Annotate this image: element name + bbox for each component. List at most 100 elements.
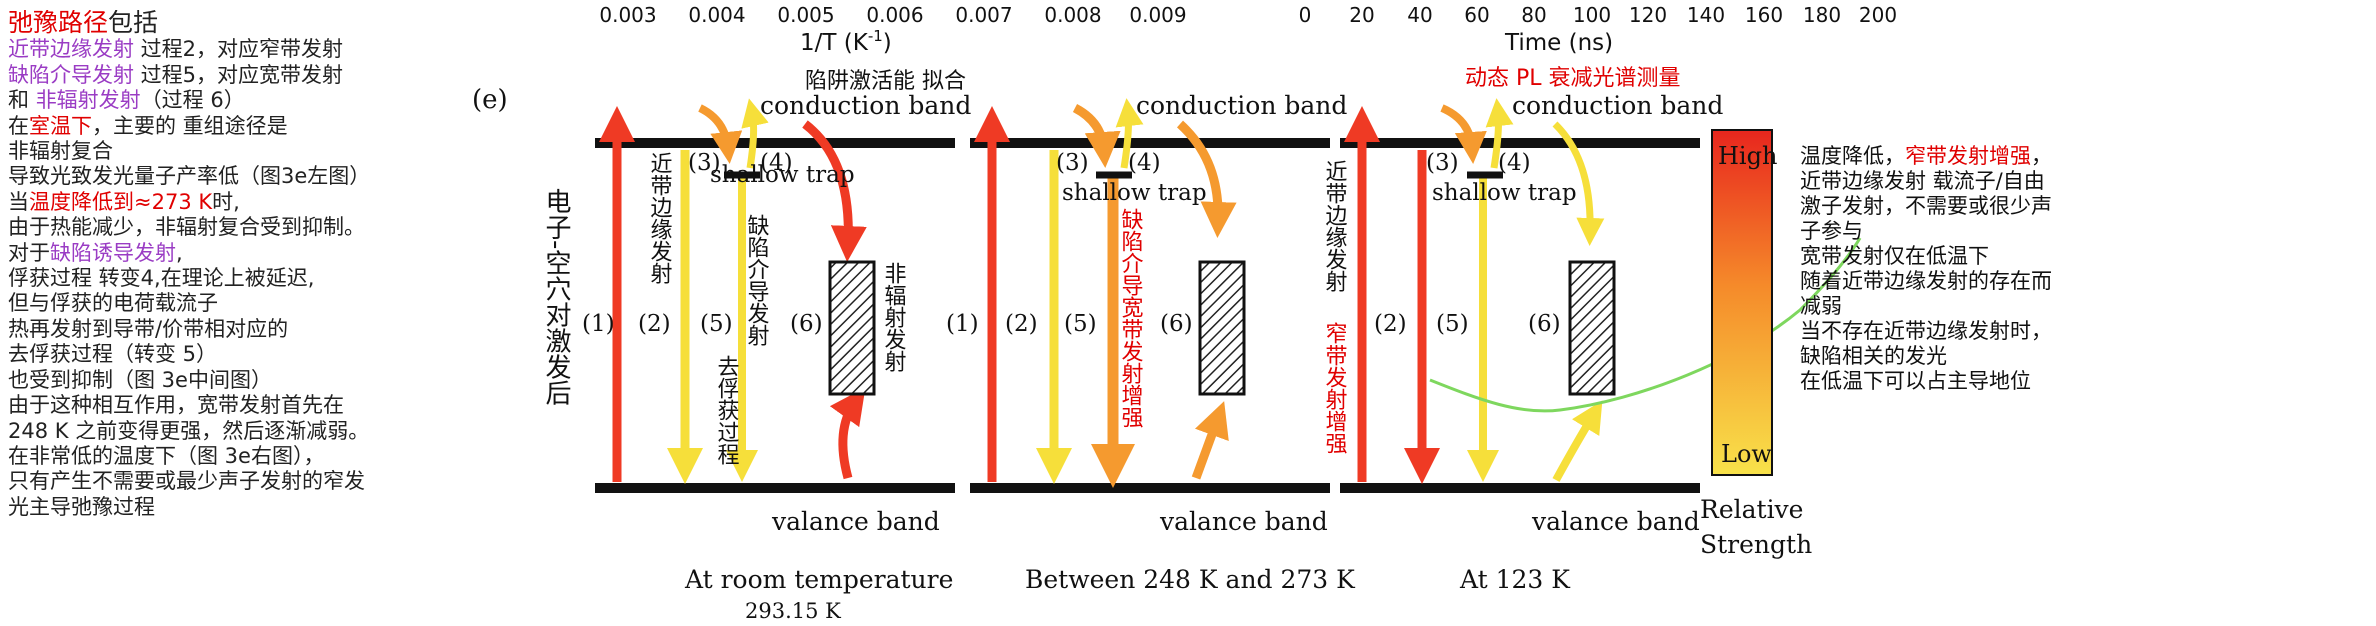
nonradiative-box	[1568, 260, 1616, 396]
panel-room-temperature: conduction band valance band At room tem…	[541, 69, 971, 623]
nonradiative-arrow-down	[802, 120, 867, 262]
panel-248-273K: conduction band valance band Between 248…	[946, 91, 1356, 594]
tick-label: 0.009	[1129, 3, 1186, 27]
tick-label: 140	[1687, 3, 1725, 27]
note-line: 由于热能减少，非辐射复合受到抑制。	[8, 215, 365, 240]
note-line: 去俘获过程（转变 5）	[8, 342, 218, 367]
note-line: 缺陷相关的发光	[1800, 344, 1947, 368]
nonradiative-box	[1198, 260, 1246, 396]
process-number-6: (6)	[790, 311, 823, 337]
nonradiative-arrow-up	[1552, 400, 1603, 482]
note-line: 只有产生不需要或最少声子发射的窄发	[8, 469, 365, 494]
valance-band-label: valance band	[771, 507, 940, 536]
note-line: 在室温下，主要的 重组途径是	[8, 113, 288, 138]
broadband-enhance-vertical-label: 缺陷介导宽带发射增强	[1118, 208, 1144, 428]
tick-label: 40	[1407, 3, 1432, 27]
explanation-notes: 弛豫路径包括 近带边缘发射 过程2，对应窄带发射 缺陷介导发射 过程5，对应宽带…	[8, 10, 478, 520]
tick-label: 0.006	[866, 3, 923, 27]
process-number-3: (3)	[1426, 150, 1459, 176]
note-line: 弛豫路径包括	[8, 10, 159, 37]
process-number-5: (5)	[1436, 311, 1469, 337]
panel-caption-temperature: 293.15 K	[745, 599, 841, 623]
panel-123K: conduction band valance band At 123 K 动态…	[1322, 66, 1724, 594]
note-line: 减弱	[1800, 294, 1842, 318]
tick-label: 60	[1464, 3, 1489, 27]
legend-title-line1: Relative	[1700, 495, 1803, 524]
legend-high-label: High	[1718, 142, 1777, 170]
nonradiative-arrow-up	[829, 387, 866, 480]
defect-emission-vertical-label: 缺陷介导发射	[744, 214, 770, 346]
trapping-arrow	[1440, 104, 1487, 164]
process-number-4: (4)	[760, 150, 793, 176]
detrapping-vertical-label: 去俘获过程	[714, 355, 740, 465]
note-line: 温度降低，窄带发射增强，	[1800, 144, 2052, 168]
note-line: 和 非辐射发射（过程 6）	[8, 88, 245, 113]
trapping-arrow	[698, 104, 743, 164]
note-line: 近带边缘发射 过程2，对应窄带发射	[8, 37, 344, 62]
tick-label: 80	[1521, 3, 1546, 27]
legend-title-line2: Strength	[1700, 530, 1812, 559]
note-line: 俘获过程 转变4,在理论上被延迟,	[8, 266, 315, 291]
panel-caption: At 123 K	[1459, 565, 1571, 594]
note-line: 热再发射到导带/价带相对应的	[8, 316, 289, 341]
note-line: 缺陷介导发射 过程5，对应宽带发射	[8, 62, 344, 87]
note-line: 激子发射，不需要或很少声	[1800, 194, 2052, 218]
note-line: 导致光致发光量子产率低（图3e左图）	[8, 164, 371, 189]
top-axis-label-left: 1/T (K-1)	[800, 27, 892, 56]
trap-label: shallow trap	[710, 162, 855, 188]
panel-caption: At room temperature	[684, 565, 953, 594]
note-line: 非辐射复合	[8, 139, 113, 164]
tick-label: 0	[1299, 3, 1312, 27]
process-number-5: (5)	[1064, 311, 1097, 337]
narrowband-enhance-vertical-label: 窄带发射增强	[1322, 322, 1348, 454]
tick-label: 200	[1859, 3, 1897, 27]
note-line: 近带边缘发射 载流子/自由	[1800, 169, 2045, 193]
note-line: 但与俘获的电荷载流子	[8, 291, 218, 316]
detrapping-arrow	[741, 98, 769, 169]
process-number-1: (1)	[582, 311, 615, 337]
note-line: 子参与	[1800, 219, 1863, 243]
relative-strength-legend: High Low Relative Strength	[1700, 129, 1812, 559]
nonradiative-box	[828, 260, 876, 396]
top-axis-ticks: 0.003 0.004 0.005 0.006 0.007 0.008 0.00…	[599, 3, 1897, 27]
top-axis-label-right: Time (ns)	[1504, 30, 1613, 56]
panel-label: (e)	[472, 85, 508, 115]
process-number-1: (1)	[946, 311, 979, 337]
strength-color-bar	[1711, 129, 1773, 476]
trap-label: shallow trap	[1062, 180, 1207, 206]
process-number-2: (2)	[1005, 311, 1038, 337]
pl-decay-curve	[1429, 237, 1862, 413]
note-line: 当温度降低到≈273 K时,	[8, 189, 240, 214]
note-line: 248 K 之前变得更强，然后逐渐减弱。	[8, 418, 370, 443]
tick-label: 100	[1573, 3, 1611, 27]
tick-label: 0.008	[1044, 3, 1101, 27]
note-line: 当不存在近带边缘发射时，	[1800, 319, 2052, 343]
detrapping-arrow	[1115, 98, 1144, 169]
conduction-band-label: conduction band	[1136, 91, 1347, 120]
tick-label: 0.004	[688, 3, 745, 27]
note-line: 在非常低的温度下（图 3e右图），	[8, 443, 325, 468]
tick-label: 0.007	[955, 3, 1012, 27]
valance-band-label: valance band	[1159, 507, 1328, 536]
band-lines	[595, 138, 1700, 493]
note-line: 对于缺陷诱导发射,	[8, 240, 183, 265]
process-number-3: (3)	[688, 150, 721, 176]
valance-band-label: valance band	[1531, 507, 1700, 536]
tick-label: 120	[1629, 3, 1667, 27]
process-number-5: (5)	[700, 311, 733, 337]
near-band-edge-vertical-label: 近带边缘发射	[647, 152, 673, 284]
detrapping-arrow	[1485, 98, 1514, 169]
note-line: 由于这种相互作用，宽带发射首先在	[8, 393, 344, 418]
process-number-2: (2)	[638, 311, 671, 337]
near-band-edge-vertical-label: 近带边缘发射	[1322, 160, 1348, 292]
tick-label: 0.003	[599, 3, 656, 27]
nonradiative-arrow-up	[1191, 401, 1229, 480]
nonradiative-arrow-down	[1552, 121, 1605, 246]
conduction-band-label: conduction band	[1512, 91, 1723, 120]
process-number-6: (6)	[1160, 311, 1193, 337]
trap-activation-note: 陷阱激活能 拟合	[805, 69, 966, 94]
pl-decay-note: 动态 PL 衰减光谱测量	[1465, 66, 1681, 91]
nonradiative-arrow-down	[1176, 120, 1237, 238]
tick-label: 160	[1745, 3, 1783, 27]
